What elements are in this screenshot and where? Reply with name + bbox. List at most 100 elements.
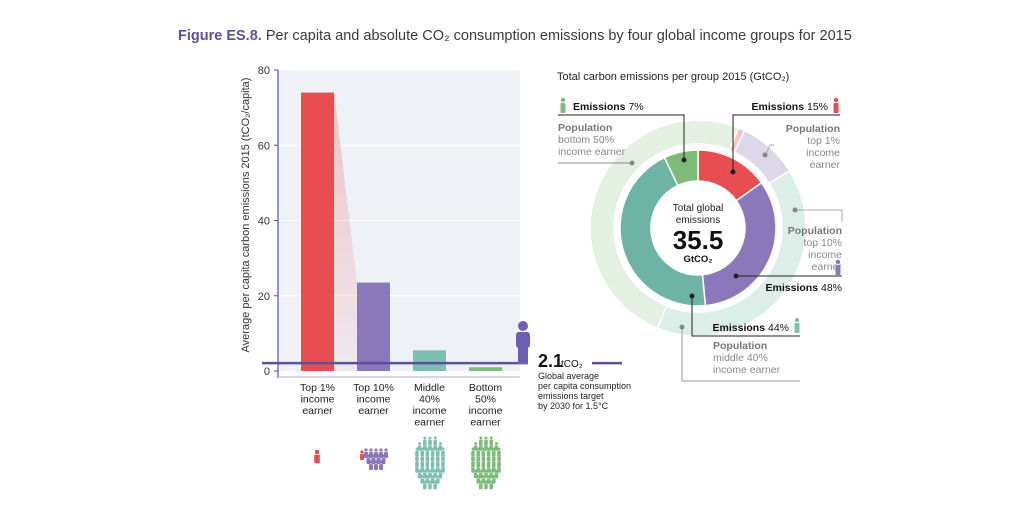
person-head bbox=[420, 464, 424, 467]
person-head bbox=[436, 458, 440, 462]
person-head bbox=[433, 436, 437, 440]
person-icon bbox=[560, 97, 566, 103]
emissions-slice bbox=[663, 149, 699, 187]
person-icon bbox=[835, 265, 841, 275]
person-head bbox=[384, 448, 388, 452]
person-body bbox=[484, 483, 488, 490]
center-label-line-1: Total global bbox=[673, 203, 724, 214]
person-head bbox=[369, 460, 373, 464]
person-body bbox=[489, 483, 493, 490]
person-head bbox=[479, 480, 483, 484]
person-head bbox=[474, 442, 478, 445]
person-body bbox=[379, 464, 383, 470]
person-icon bbox=[794, 323, 800, 333]
person-head bbox=[314, 449, 320, 455]
person-body bbox=[425, 478, 430, 484]
x-tick-label: earner bbox=[414, 417, 445, 429]
person-body bbox=[494, 445, 499, 451]
person-body bbox=[481, 467, 486, 473]
person-body bbox=[433, 483, 437, 490]
person-head bbox=[418, 442, 422, 445]
target-value: 2.1 bbox=[538, 351, 563, 371]
emissions-annotation: Emissions 44% bbox=[713, 322, 789, 334]
person-body bbox=[423, 445, 427, 451]
leader-dot bbox=[681, 157, 687, 163]
person-head bbox=[425, 458, 429, 462]
person-head bbox=[481, 475, 485, 478]
person-head bbox=[428, 480, 432, 484]
emissions-label: Emissions bbox=[766, 282, 821, 294]
person-head bbox=[423, 469, 427, 473]
person-head bbox=[476, 464, 480, 467]
person-head bbox=[489, 480, 493, 484]
person-head bbox=[497, 464, 501, 467]
person-head bbox=[376, 454, 381, 458]
person-body bbox=[428, 445, 432, 451]
population-text: earner bbox=[810, 159, 841, 171]
person-body bbox=[476, 467, 480, 473]
person-head bbox=[487, 447, 491, 451]
leader-dot bbox=[689, 293, 695, 299]
person-head bbox=[487, 475, 491, 478]
x-tick-label: income bbox=[413, 405, 447, 417]
person-body bbox=[486, 478, 491, 484]
bars bbox=[301, 92, 502, 371]
emissions-value: 7% bbox=[628, 101, 643, 113]
leader-line bbox=[691, 296, 800, 337]
person-body bbox=[423, 483, 427, 490]
person-body bbox=[423, 472, 427, 479]
person-body bbox=[484, 472, 488, 479]
target-description-line: Global average bbox=[538, 371, 599, 381]
person-body bbox=[492, 467, 496, 473]
top1-crowd-icon bbox=[314, 449, 320, 464]
person-head bbox=[484, 442, 488, 445]
target-description-line: emissions target bbox=[538, 391, 604, 401]
person-head bbox=[471, 453, 475, 456]
emissions-slice bbox=[701, 181, 777, 307]
person-head bbox=[481, 453, 485, 456]
donut-title: Total carbon emissions per group 2015 (G… bbox=[557, 71, 789, 83]
person-head bbox=[420, 475, 424, 478]
x-tick-label: earner bbox=[470, 417, 501, 429]
person-body bbox=[481, 478, 486, 484]
person-head bbox=[487, 458, 491, 462]
x-tick-label: Top 10% bbox=[353, 382, 394, 394]
person-body bbox=[489, 472, 493, 479]
person-body bbox=[360, 454, 364, 460]
population-label: Population bbox=[558, 122, 612, 134]
person-head bbox=[487, 453, 491, 456]
x-tick-label: 40% bbox=[419, 394, 440, 406]
bar bbox=[413, 350, 446, 371]
y-axis-label: Average per capita carbon emissions 2015… bbox=[240, 78, 252, 353]
population-ring bbox=[589, 119, 807, 337]
person-body bbox=[486, 467, 491, 473]
person-head bbox=[436, 447, 440, 451]
emissions-ring bbox=[619, 149, 777, 307]
y-tick-label: 80 bbox=[258, 65, 270, 77]
leader-dot bbox=[629, 160, 635, 166]
person-head bbox=[471, 464, 475, 467]
person-head bbox=[487, 464, 491, 467]
person-head bbox=[474, 469, 478, 473]
person-body bbox=[415, 467, 419, 473]
population-label: Population bbox=[788, 225, 842, 237]
person-head bbox=[494, 469, 498, 473]
person-head bbox=[438, 442, 442, 445]
person-body bbox=[441, 467, 445, 473]
person-head bbox=[418, 469, 422, 473]
person-body bbox=[479, 483, 483, 490]
target-description-line: per capita consumption bbox=[538, 381, 631, 391]
person-head bbox=[436, 453, 440, 456]
y-tick-label: 20 bbox=[258, 291, 270, 303]
emissions-label: Emissions bbox=[752, 101, 807, 113]
person-head bbox=[431, 453, 435, 456]
person-body bbox=[479, 472, 483, 479]
bar bbox=[301, 92, 334, 371]
person-head bbox=[371, 454, 376, 458]
population-text: income bbox=[806, 147, 840, 159]
person-head bbox=[374, 448, 378, 452]
leader-line bbox=[765, 144, 774, 155]
